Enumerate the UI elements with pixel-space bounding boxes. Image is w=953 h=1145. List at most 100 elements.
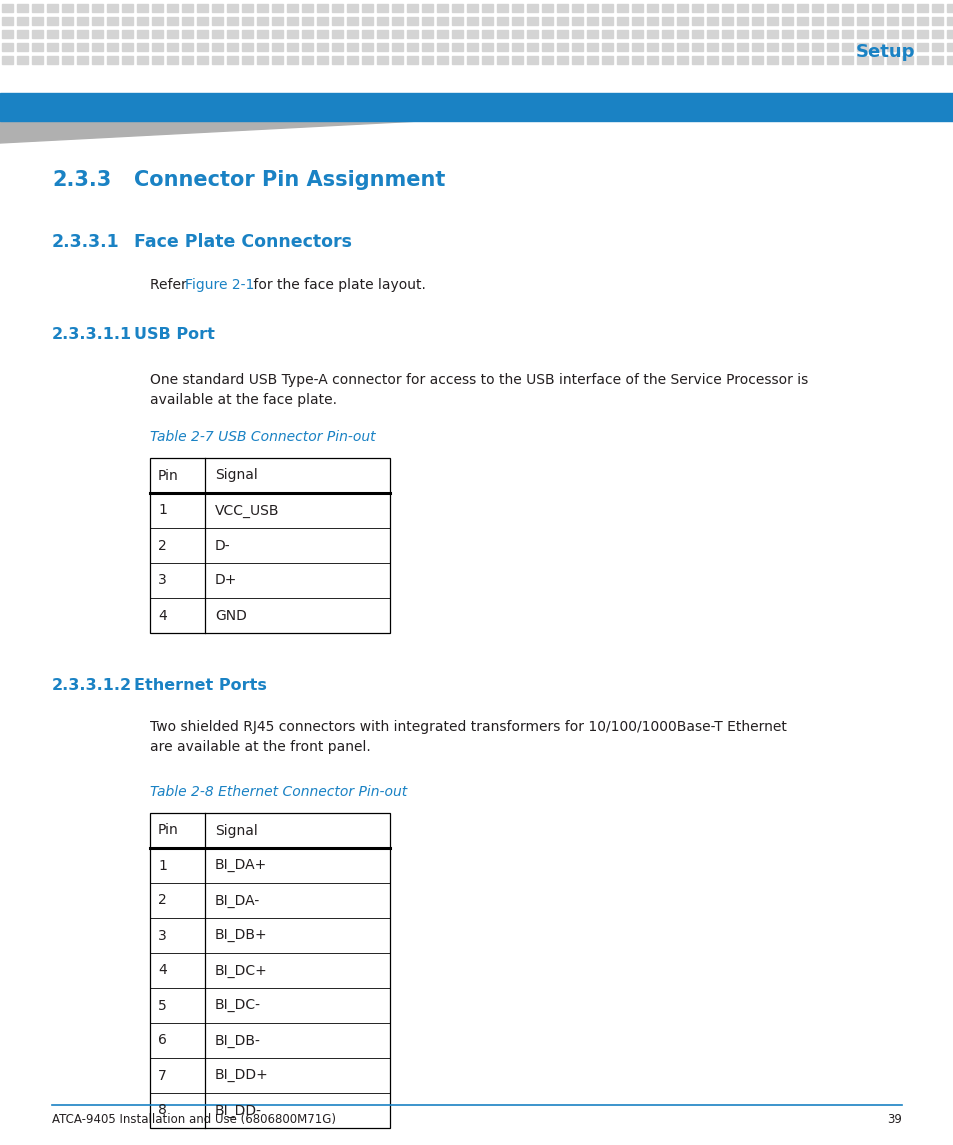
Bar: [946, 56, 953, 64]
Bar: [871, 30, 882, 38]
Text: for the face plate layout.: for the face plate layout.: [249, 278, 425, 292]
Bar: [661, 3, 672, 11]
Bar: [512, 30, 522, 38]
Bar: [272, 30, 283, 38]
Bar: [811, 56, 822, 64]
Bar: [601, 3, 613, 11]
Bar: [886, 44, 897, 52]
Bar: [646, 44, 658, 52]
Bar: [17, 44, 28, 52]
Text: BI_DC+: BI_DC+: [214, 963, 268, 978]
Bar: [781, 44, 792, 52]
Bar: [47, 44, 58, 52]
Text: 39: 39: [886, 1113, 901, 1126]
Bar: [376, 44, 388, 52]
Bar: [17, 3, 28, 11]
Bar: [452, 44, 462, 52]
Bar: [871, 56, 882, 64]
Bar: [2, 44, 13, 52]
Bar: [541, 3, 553, 11]
Bar: [436, 44, 448, 52]
Bar: [32, 17, 43, 25]
Bar: [646, 3, 658, 11]
Bar: [302, 17, 313, 25]
Bar: [646, 30, 658, 38]
Bar: [751, 3, 762, 11]
Text: Figure 2-1: Figure 2-1: [185, 278, 254, 292]
Bar: [946, 17, 953, 25]
Bar: [287, 3, 297, 11]
Bar: [677, 44, 687, 52]
Bar: [332, 56, 343, 64]
Bar: [781, 56, 792, 64]
Bar: [421, 56, 433, 64]
Bar: [572, 56, 582, 64]
Bar: [62, 3, 73, 11]
Bar: [572, 17, 582, 25]
Bar: [227, 17, 237, 25]
Bar: [467, 17, 477, 25]
Bar: [361, 17, 373, 25]
Bar: [901, 17, 912, 25]
Bar: [376, 17, 388, 25]
Bar: [196, 3, 208, 11]
Text: 1: 1: [158, 859, 167, 872]
Bar: [62, 56, 73, 64]
Bar: [182, 3, 193, 11]
Text: Ethernet Ports: Ethernet Ports: [133, 678, 267, 693]
Text: BI_DC-: BI_DC-: [214, 998, 261, 1012]
Bar: [302, 30, 313, 38]
Bar: [796, 44, 807, 52]
Bar: [196, 30, 208, 38]
Bar: [392, 56, 402, 64]
Bar: [497, 44, 507, 52]
Text: 6: 6: [158, 1034, 167, 1048]
Bar: [407, 3, 417, 11]
Text: D+: D+: [214, 574, 237, 587]
Bar: [376, 56, 388, 64]
Bar: [62, 17, 73, 25]
Bar: [407, 17, 417, 25]
Bar: [691, 56, 702, 64]
Bar: [586, 17, 598, 25]
Bar: [886, 17, 897, 25]
Text: One standard USB Type-A connector for access to the USB interface of the Service: One standard USB Type-A connector for ac…: [150, 373, 807, 387]
Bar: [481, 30, 493, 38]
Bar: [811, 17, 822, 25]
Bar: [150, 458, 390, 633]
Bar: [512, 44, 522, 52]
Bar: [302, 3, 313, 11]
Bar: [631, 44, 642, 52]
Bar: [77, 56, 88, 64]
Bar: [737, 30, 747, 38]
Bar: [601, 30, 613, 38]
Text: 7: 7: [158, 1068, 167, 1082]
Bar: [316, 44, 328, 52]
Bar: [946, 30, 953, 38]
Bar: [931, 44, 942, 52]
Bar: [421, 17, 433, 25]
Text: 2.3.3.1.1: 2.3.3.1.1: [52, 327, 132, 342]
Bar: [47, 56, 58, 64]
Bar: [661, 56, 672, 64]
Bar: [781, 30, 792, 38]
Bar: [272, 3, 283, 11]
Bar: [242, 3, 253, 11]
Bar: [452, 30, 462, 38]
Bar: [256, 3, 268, 11]
Bar: [316, 3, 328, 11]
Bar: [436, 3, 448, 11]
Bar: [436, 30, 448, 38]
Bar: [421, 30, 433, 38]
Text: 2.3.3.1.2: 2.3.3.1.2: [52, 678, 132, 693]
Bar: [721, 44, 732, 52]
Bar: [617, 44, 627, 52]
Bar: [107, 44, 118, 52]
Bar: [541, 30, 553, 38]
Bar: [901, 56, 912, 64]
Bar: [677, 30, 687, 38]
Bar: [631, 17, 642, 25]
Bar: [841, 30, 852, 38]
Text: Pin: Pin: [158, 468, 178, 482]
Text: 2.3.3.1: 2.3.3.1: [52, 232, 120, 251]
